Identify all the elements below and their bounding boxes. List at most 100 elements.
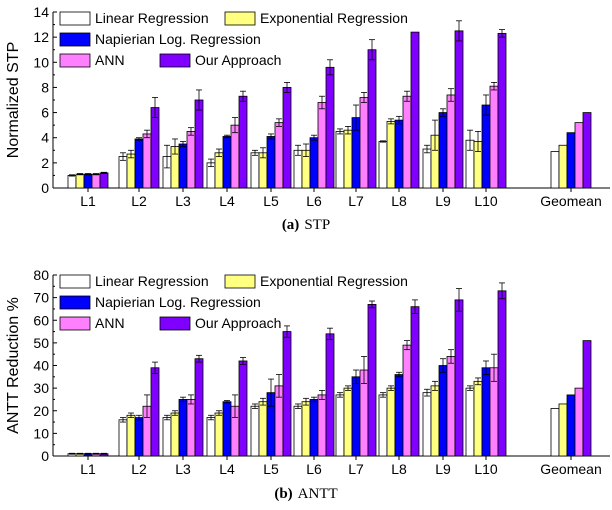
bar [343,387,353,457]
y-tick-label: 60 [33,312,49,328]
bar [186,131,196,189]
bar [430,385,440,457]
x-tick-label: L4 [219,193,235,209]
bar [574,387,584,457]
bar [67,175,77,189]
legend-swatch [59,295,91,310]
bar [91,173,101,189]
bar [335,131,345,189]
x-tick-label: L8 [391,193,407,209]
bar [126,414,136,457]
bar [367,304,377,457]
x-tick-label: Geomean [540,461,601,477]
bar [481,104,491,189]
bar [386,387,396,457]
legend-swatch [159,53,191,68]
bar [178,143,188,189]
bar [343,129,353,189]
bar [454,299,464,457]
panel-caption-text: ANTT [298,486,338,502]
bar [574,122,584,189]
bar [206,417,216,457]
legend-label: Exponential Regression [260,10,408,26]
bar [566,394,576,457]
legend-label: Our Approach [195,315,281,331]
x-tick-label: L10 [474,461,498,477]
x-tick-label: L2 [131,461,147,477]
x-tick-label: L3 [175,461,191,477]
bar [386,120,396,189]
x-tick-label: L4 [219,461,235,477]
bar [75,173,85,189]
bar [550,408,560,457]
panel-caption-text: STP [304,217,330,233]
y-tick-label: 80 [33,267,49,283]
bar [162,417,172,457]
bar [282,331,292,457]
legend-swatch [159,316,191,331]
x-tick-label: L2 [131,193,147,209]
x-tick-label: Geomean [540,193,601,209]
bar [473,380,483,457]
y-tick-label: 0 [41,448,49,464]
bar [497,290,507,457]
bar [83,173,93,189]
bar [170,412,180,457]
bar [378,394,388,457]
x-tick-label: L7 [348,461,364,477]
bar [446,94,456,189]
bar [309,137,319,189]
y-tick-label: 10 [33,54,49,70]
x-tick-label: L8 [391,461,407,477]
y-tick-label: 8 [41,79,49,95]
bar [186,399,196,457]
legend-label: Napierian Log. Regression [95,31,261,47]
x-tick-label: L9 [435,193,451,209]
legend-label: Exponential Regression [260,273,408,289]
bar [394,119,404,189]
panel-caption-label: (b) [274,486,292,502]
bar [282,87,292,189]
y-tick-label: 50 [33,335,49,351]
legend-swatch [59,11,91,26]
x-tick-label: L5 [263,461,279,477]
bar [134,138,144,189]
legend-label: Napierian Log. Regression [95,294,261,310]
bar [351,376,361,457]
bar [258,401,268,457]
y-tick-label: 70 [33,290,49,306]
bar [238,95,248,189]
bar [558,144,568,189]
bar [550,151,560,189]
bar [134,417,144,457]
bar [317,394,327,457]
legend-swatch [59,274,91,289]
legend-swatch [59,316,91,331]
bar [367,49,377,189]
bar [178,399,188,457]
bar [465,387,475,457]
bar [454,30,464,189]
bar [214,412,224,457]
bar [394,374,404,457]
y-tick-label: 2 [41,155,49,171]
panel-caption: (a) STP [282,217,330,233]
bar [410,306,420,457]
bar [230,124,240,189]
bar [222,136,232,189]
x-tick-label: L1 [80,461,96,477]
x-tick-label: L1 [80,193,96,209]
x-tick-label: L10 [474,193,498,209]
panel-caption-label: (a) [282,217,300,233]
bar [99,172,109,189]
bar [142,133,152,189]
bar [238,360,248,457]
bar [410,31,420,189]
y-tick-label: 0 [41,180,49,196]
y-tick-label: 10 [33,425,49,441]
bar [422,392,432,457]
legend-swatch [59,32,91,47]
bar [266,136,276,189]
legend-label: Linear Regression [95,10,209,26]
